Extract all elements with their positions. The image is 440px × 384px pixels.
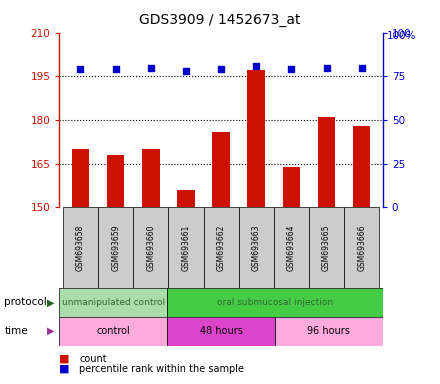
- Text: 48 hours: 48 hours: [200, 326, 242, 336]
- Bar: [177, 190, 195, 207]
- Bar: [309, 207, 344, 288]
- Text: GDS3909 / 1452673_at: GDS3909 / 1452673_at: [139, 13, 301, 27]
- Bar: [72, 149, 89, 207]
- Text: count: count: [79, 354, 107, 364]
- Text: GSM693659: GSM693659: [111, 224, 120, 271]
- Bar: [169, 207, 204, 288]
- Text: oral submucosal injection: oral submucosal injection: [217, 298, 333, 307]
- Point: [183, 68, 190, 74]
- Bar: [213, 132, 230, 207]
- Bar: [167, 288, 383, 317]
- Text: GSM693664: GSM693664: [287, 224, 296, 271]
- Bar: [59, 317, 167, 346]
- Bar: [274, 207, 309, 288]
- Text: ■: ■: [59, 364, 70, 374]
- Point: [358, 65, 365, 71]
- Text: GSM693666: GSM693666: [357, 224, 366, 271]
- Bar: [167, 317, 275, 346]
- Point: [112, 66, 119, 73]
- Text: unmanipulated control: unmanipulated control: [62, 298, 165, 307]
- Text: control: control: [96, 326, 130, 336]
- Text: GSM693662: GSM693662: [216, 225, 226, 271]
- Text: ▶: ▶: [47, 297, 55, 308]
- Text: 100%: 100%: [387, 31, 417, 41]
- Text: 96 hours: 96 hours: [308, 326, 350, 336]
- Point: [253, 63, 260, 69]
- Bar: [98, 207, 133, 288]
- Text: GSM693660: GSM693660: [146, 224, 155, 271]
- Bar: [247, 71, 265, 207]
- Text: percentile rank within the sample: percentile rank within the sample: [79, 364, 244, 374]
- Point: [323, 65, 330, 71]
- Text: ■: ■: [59, 354, 70, 364]
- Text: GSM693658: GSM693658: [76, 225, 85, 271]
- Bar: [275, 317, 383, 346]
- Bar: [238, 207, 274, 288]
- Bar: [142, 149, 160, 207]
- Bar: [59, 288, 167, 317]
- Bar: [353, 126, 370, 207]
- Point: [147, 65, 154, 71]
- Text: GSM693661: GSM693661: [181, 225, 191, 271]
- Bar: [344, 207, 379, 288]
- Bar: [133, 207, 169, 288]
- Bar: [107, 155, 125, 207]
- Point: [218, 66, 225, 73]
- Point: [77, 66, 84, 73]
- Bar: [204, 207, 238, 288]
- Text: GSM693663: GSM693663: [252, 224, 261, 271]
- Bar: [63, 207, 98, 288]
- Bar: [318, 117, 335, 207]
- Text: time: time: [4, 326, 28, 336]
- Bar: [282, 167, 300, 207]
- Text: ▶: ▶: [47, 326, 55, 336]
- Point: [288, 66, 295, 73]
- Text: protocol: protocol: [4, 297, 47, 308]
- Text: GSM693665: GSM693665: [322, 224, 331, 271]
